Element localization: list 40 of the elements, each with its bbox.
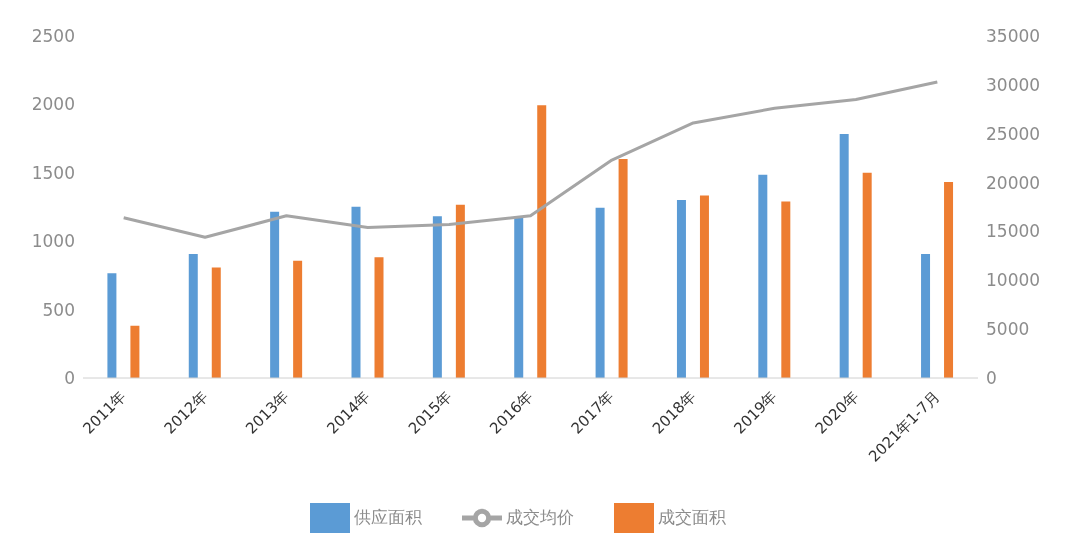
bar [351, 206, 361, 378]
bar [514, 216, 524, 378]
bar [293, 260, 303, 378]
y2-tick-label: 0 [986, 368, 997, 389]
bar [676, 199, 686, 378]
y-tick-label: 1500 [31, 162, 75, 183]
bar [921, 253, 931, 378]
bar [107, 273, 117, 378]
bar [758, 174, 768, 378]
y-tick-label: 1000 [31, 231, 75, 252]
y-tick-label: 2500 [31, 26, 75, 47]
bar [537, 105, 547, 378]
bar [211, 267, 221, 378]
y2-tick-label: 15000 [986, 221, 1041, 242]
bar [944, 182, 954, 378]
y2-tick-label: 5000 [986, 319, 1030, 340]
bar [455, 204, 465, 378]
y2-tick-label: 20000 [986, 172, 1041, 193]
bar [618, 158, 628, 378]
bar [839, 133, 849, 378]
line-series [122, 80, 939, 239]
y-tick-label: 0 [64, 368, 75, 389]
y2-tick-label: 25000 [986, 123, 1041, 144]
bar [699, 195, 709, 378]
y2-tick-label: 10000 [986, 270, 1041, 291]
legend-label: 供应面积 [354, 507, 422, 527]
y-tick-label: 2000 [31, 94, 75, 115]
bar [270, 211, 280, 378]
y-tick-label: 500 [42, 299, 75, 320]
bar [432, 216, 442, 378]
bar [595, 207, 605, 378]
bar [188, 253, 198, 378]
y2-tick-label: 35000 [986, 26, 1041, 47]
bar [781, 201, 791, 378]
legend-label: 成交均价 [506, 507, 574, 527]
legend-label: 成交面积 [658, 507, 726, 527]
bar [862, 172, 872, 378]
y2-tick-label: 30000 [986, 74, 1041, 95]
bar [374, 257, 384, 378]
bar [130, 325, 140, 378]
